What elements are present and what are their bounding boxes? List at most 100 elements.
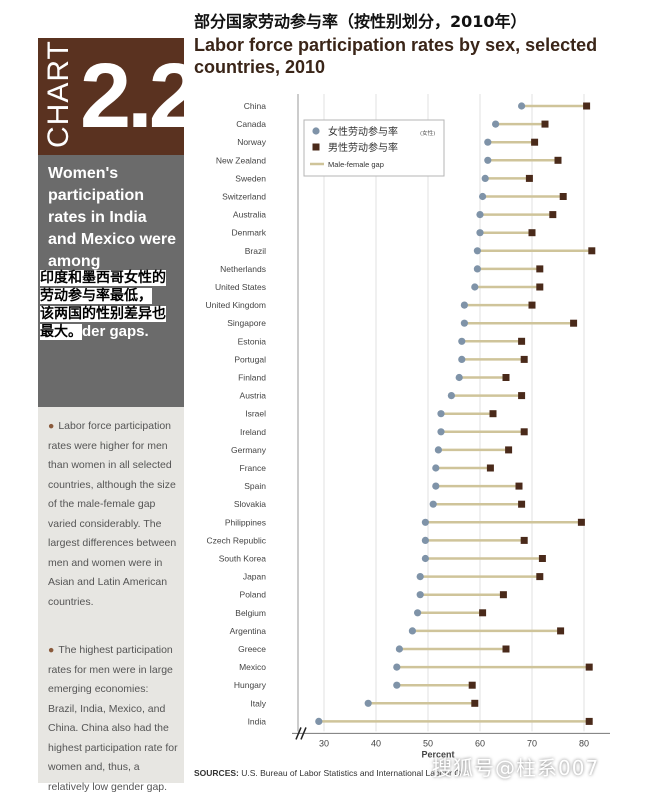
male-point [559,193,567,200]
male-point [536,283,544,291]
category-label: New Zealand [216,155,266,165]
male-point [583,102,591,110]
category-label: Austria [240,391,267,401]
female-point [473,265,481,273]
chart-number: 2.2 [80,45,184,147]
female-point [460,301,468,309]
category-label: Slovakia [234,499,266,509]
category-label: Mexico [239,662,266,672]
female-point [518,102,526,110]
category-label: Portugal [234,354,266,364]
category-label: Argentina [230,626,267,636]
note-1-text: Labor force participation rates were hig… [48,420,177,608]
category-label: Canada [236,119,266,129]
x-axis: 30 40 50 60 70 80 Percent [292,727,610,759]
male-point [502,374,510,381]
male-point [518,392,526,400]
female-point [437,428,445,436]
category-label: Greece [238,644,266,654]
male-point [585,717,593,725]
headline-tail: der gaps. [82,323,149,340]
female-point [364,699,372,707]
gap-lines [318,104,592,723]
female-point [432,464,440,472]
female-point [484,156,492,164]
category-label: Hungary [234,680,267,690]
category-label: Italy [250,698,266,708]
chinese-annotation: 印度和墨西哥女性的 劳动参与率最低， 该两国的性别差异也 最大。der gaps… [40,269,190,341]
category-label: France [240,463,267,473]
female-point [447,392,455,400]
male-point [525,174,533,182]
female-point [416,573,424,581]
category-label: Czech Republic [206,535,266,545]
category-label: Ireland [240,427,266,437]
male-point [536,573,544,581]
female-point [492,120,500,128]
male-point [486,464,494,472]
female-point [484,138,492,146]
category-label: Israel [245,409,266,419]
axis-break-mark [295,727,302,740]
female-point [455,373,463,382]
sources-text: U.S. Bureau of Labor Statistics and Inte… [241,768,461,778]
x-tick-label: 50 [423,738,433,748]
female-point [408,627,416,635]
female-point [476,211,484,219]
male-point [489,410,497,418]
category-label: United Kingdom [206,300,266,310]
male-point [538,555,546,562]
legend-box [303,119,445,177]
female-point [458,355,466,363]
female-point [458,337,466,345]
female-point [421,554,429,563]
watermark: 搜狐号@柱系007 [432,756,600,780]
male-point [468,681,476,689]
category-label: Denmark [232,228,267,238]
legend-gap-label: Male-female gap [328,160,384,169]
female-point [421,518,429,526]
x-tick-label: 60 [475,738,485,748]
female-point [393,681,401,689]
category-label: Australia [233,210,266,220]
note-1: ● Labor force participation rates were hi… [48,417,180,612]
female-point [437,410,445,418]
male-point [520,428,528,436]
category-label: Sweden [235,173,266,183]
female-point [479,192,487,201]
legend-male-label: 男性劳动参与率 [328,141,398,154]
female-point [429,500,437,508]
female-point [481,174,489,182]
dumbbell-chart: China Canada Norway New Zealand Sweden Switze… [206,94,610,759]
male-point [471,699,479,707]
category-label: India [248,716,267,726]
category-label: Spain [244,481,266,491]
x-axis-label: Percent [421,749,454,759]
category-label: Netherlands [220,264,266,274]
male-point [570,319,578,327]
male-point [505,446,513,454]
category-label: Poland [240,590,267,600]
chart-badge: CHART 2.2 [38,38,184,155]
female-point [476,229,484,237]
male-point [518,500,526,508]
male-point [531,138,539,146]
category-label: Brazil [245,246,266,256]
female-point [471,283,479,291]
male-point [536,265,544,273]
title-chinese: 部分国家劳动参与率（按性别划分，2010年） [194,12,527,31]
male-point [515,482,523,490]
female-point [416,591,424,599]
male-point [499,591,507,599]
note-2-text: The highest participation rates for men … [48,644,178,793]
female-point [421,536,429,544]
cn-line-3: 该两国的性别差异也 [40,306,166,322]
female-point [460,319,468,327]
legend-female-suffix: (女性) [420,129,435,137]
bullet-icon: ● [48,420,55,432]
sources-label: SOURCES: [194,768,239,778]
x-tick-label: 80 [579,738,589,748]
male-point [528,301,536,309]
category-label: South Korea [219,554,267,564]
male-point [479,609,487,617]
